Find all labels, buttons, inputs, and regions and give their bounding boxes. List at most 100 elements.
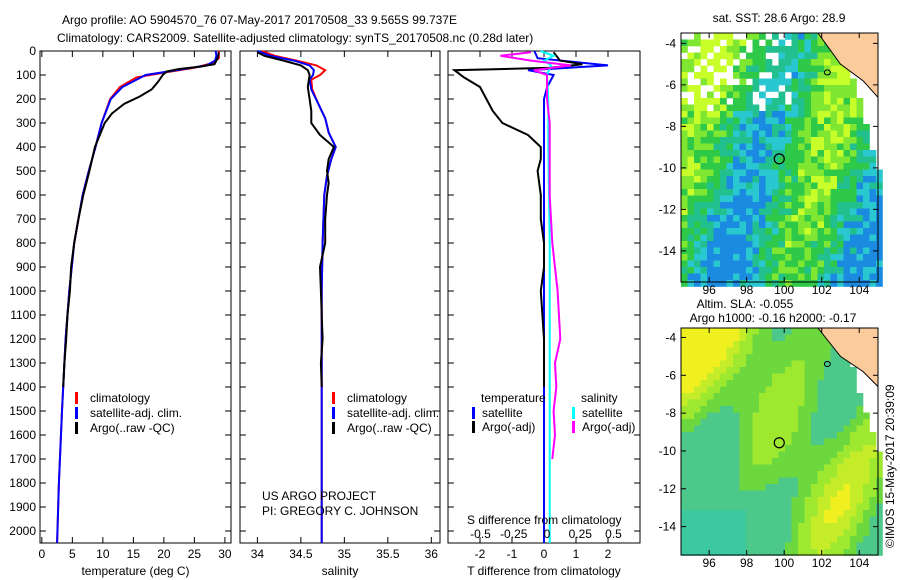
map-cell [713,380,721,387]
map-cell [707,247,714,255]
map-cell [733,215,740,222]
map-cell [700,124,708,131]
map-cell [707,354,714,361]
map-cell [791,458,799,465]
map-cell [681,497,688,504]
map-cell [687,215,695,222]
map-cell [681,386,688,394]
map-cell [856,215,864,222]
map-cell [837,78,844,86]
map-cell [785,189,792,196]
lat-tick-label: -8 [665,119,676,133]
map-cell [850,273,857,281]
map-cell [765,150,773,157]
map-cell [694,445,701,452]
map-cell [765,59,773,66]
map-cell [817,510,825,517]
map-cell [785,451,792,459]
map-cell [804,104,812,112]
sla-map-subtitle: Argo h1000: -0.16 h2000: -0.17 [690,311,857,325]
map-cell [746,445,753,452]
map-cell [720,254,727,261]
map-cell [694,85,701,92]
map-cell [707,549,714,556]
map-cell [726,234,734,242]
map-cell [804,373,812,381]
map-cell [824,503,831,511]
map-cell [681,399,688,407]
map-cell [739,189,747,196]
map-cell [843,549,851,556]
difference-x2-tick-label: 0.25 [569,527,593,541]
map-cell [824,406,831,413]
map-cell [804,536,812,543]
map-cell [817,341,825,348]
map-cell [837,130,844,138]
map-cell [739,367,747,374]
map-cell [824,182,831,190]
map-cell [843,484,851,491]
map-cell [798,490,805,498]
map-cell [746,471,753,478]
map-cell [752,490,760,498]
map-cell [785,490,792,498]
map-cell [759,260,766,268]
map-cell [811,137,818,144]
map-cell [720,280,727,287]
map-cell [843,380,851,387]
map-cell [759,59,766,66]
map-cell [785,65,792,73]
map-cell [804,360,812,368]
map-cell [681,267,688,274]
map-cell [733,458,740,465]
map-cell [746,510,753,517]
map-cell [752,39,760,47]
map-cell [739,234,747,242]
map-cell [791,477,799,485]
map-cell [791,334,799,342]
map-cell [694,234,701,242]
map-cell [759,529,766,537]
map-cell [707,399,714,407]
map-cell [772,241,779,248]
map-cell [687,39,695,47]
map-cell [791,163,799,170]
map-cell [707,425,714,433]
map-cell [785,354,792,361]
map-cell [772,354,779,361]
map-cell [759,247,766,255]
lat-tick-label: -10 [659,161,677,175]
map-cell [772,156,779,164]
map-cell [824,471,831,478]
map-cell [720,334,727,342]
temperature-panel: 0100200300400500600700800900100011001200… [9,44,232,578]
map-cell [707,234,714,242]
map-cell [830,143,838,151]
map-cell [687,497,695,504]
map-cell [694,549,701,556]
map-cell [785,347,792,355]
map-cell [694,163,701,170]
map-cell [765,549,773,556]
map-cell [804,247,812,255]
map-cell [700,536,708,543]
map-cell [798,52,805,60]
map-cell [830,458,838,465]
map-cell [713,111,721,118]
map-cell [726,367,734,374]
map-cell [772,137,779,144]
map-cell [746,195,753,203]
map-cell [785,228,792,235]
temperature-x-tick-label: 20 [157,547,171,561]
map-cell [856,156,864,164]
map-cell [746,516,753,524]
temperature-x-tick-label: 0 [38,547,45,561]
map-cell [830,78,838,86]
map-cell [798,221,805,229]
map-cell [785,130,792,138]
map-cell [687,137,695,144]
map-cell [804,503,812,511]
map-cell [720,247,727,255]
map-cell [869,156,877,164]
